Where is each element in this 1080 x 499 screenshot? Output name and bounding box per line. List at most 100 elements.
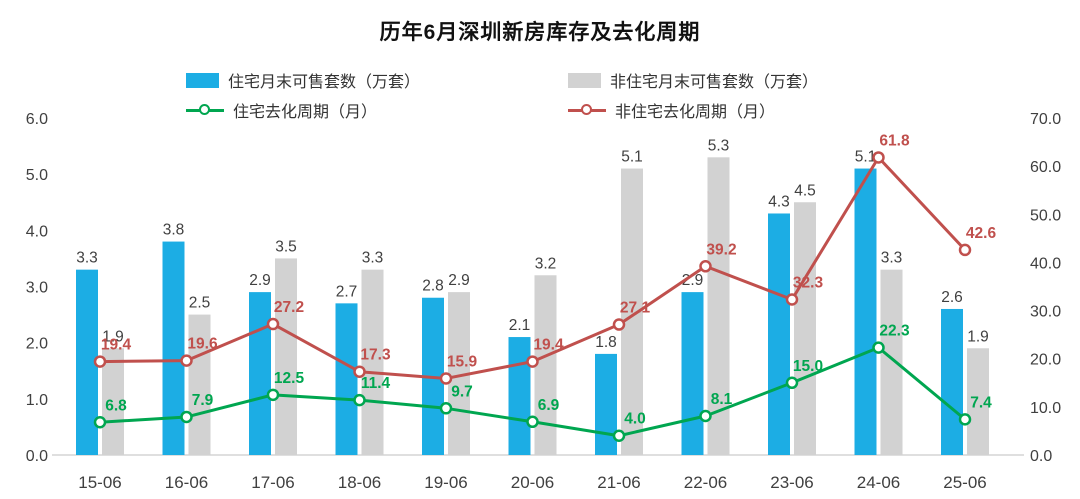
x-axis-category-label: 24-06	[857, 473, 900, 492]
nonresidential-cycle-swatch-icon	[568, 103, 606, 117]
line-marker-icon	[526, 415, 539, 429]
line-value-label: 8.1	[711, 391, 733, 408]
bar-value-label: 2.5	[189, 295, 211, 312]
bar	[76, 269, 98, 455]
right-axis-tick: 10.0	[1030, 400, 1061, 417]
line-value-label: 61.8	[879, 132, 910, 149]
right-axis-tick: 40.0	[1030, 255, 1061, 272]
line-marker-icon	[93, 355, 107, 368]
bar-value-label: 1.9	[967, 328, 989, 345]
line-value-label: 27.1	[620, 300, 651, 317]
right-axis-tick: 70.0	[1030, 111, 1061, 128]
bar-value-label: 3.3	[76, 250, 98, 267]
line-value-label: 32.3	[793, 274, 824, 291]
left-axis-tick: 2.0	[26, 336, 48, 353]
bar	[534, 275, 557, 455]
bar	[249, 292, 271, 455]
bar-value-label: 5.3	[708, 137, 730, 154]
line-value-label: 15.9	[447, 353, 478, 370]
x-axis-category-label: 22-06	[684, 473, 727, 492]
line-value-label: 11.4	[361, 375, 391, 392]
line-value-label: 15.0	[793, 358, 823, 375]
legend-item-nonresidential-cycle: 非住宅去化周期（月）	[568, 98, 775, 122]
bar	[508, 337, 531, 455]
line-value-label: 19.4	[533, 337, 564, 354]
bar	[707, 157, 730, 456]
residential-stock-swatch-icon	[186, 72, 219, 88]
line-marker-icon	[699, 409, 712, 423]
bar-value-label: 3.3	[881, 250, 903, 267]
bar-value-label: 2.9	[682, 272, 704, 289]
bar	[967, 348, 989, 455]
line-marker-icon	[785, 376, 799, 390]
line-marker-icon	[958, 413, 972, 426]
x-axis-category-label: 21-06	[597, 473, 640, 492]
bar	[102, 348, 124, 455]
bar	[768, 213, 790, 455]
line-marker-icon	[612, 318, 626, 331]
right-axis-tick: 50.0	[1030, 207, 1061, 224]
line-value-label: 17.3	[360, 347, 391, 364]
left-axis-tick: 0.0	[26, 448, 48, 465]
bar-value-label: 2.9	[448, 272, 470, 289]
bar	[275, 258, 297, 455]
line-marker-icon	[93, 416, 107, 429]
bar	[880, 269, 903, 455]
bar-value-label: 3.5	[275, 238, 297, 255]
bar-value-label: 5.1	[855, 149, 877, 166]
bar-value-label: 3.2	[535, 255, 557, 272]
bar-value-label: 2.7	[336, 283, 358, 300]
line-marker-icon	[612, 429, 626, 442]
chart-title: 历年6月深圳新房库存及去化周期	[379, 21, 701, 44]
legend-label-residential-cycle: 住宅去化周期（月）	[233, 104, 378, 121]
line-value-label: 39.2	[706, 241, 736, 258]
line-value-label: 42.6	[966, 225, 997, 242]
line-marker-icon	[266, 317, 280, 331]
line-value-label: 7.4	[970, 394, 992, 411]
line-value-label: 19.6	[187, 336, 218, 353]
bar-value-label: 3.8	[163, 222, 185, 239]
line-value-label: 12.5	[274, 370, 305, 387]
line-value-label: 9.7	[451, 383, 473, 400]
legend-label-residential-stock: 住宅月末可售套数（万套）	[228, 74, 421, 91]
line-value-label: 4.0	[624, 411, 646, 428]
line-marker-icon	[353, 365, 366, 378]
bar-value-label: 5.1	[621, 149, 643, 166]
left-axis-tick: 4.0	[26, 223, 48, 240]
line-marker-icon	[526, 355, 539, 368]
bar-value-label: 1.8	[595, 334, 617, 351]
left-axis-tick: 6.0	[26, 111, 48, 128]
residential-cycle-swatch-icon	[186, 103, 224, 117]
legend-label-nonresidential-stock: 非住宅月末可售套数（万套）	[610, 74, 819, 91]
line-value-label: 27.2	[274, 299, 304, 316]
right-axis-tick: 20.0	[1030, 352, 1061, 369]
bar	[681, 292, 704, 455]
bar	[941, 308, 963, 455]
x-axis-category-label: 15-06	[78, 473, 121, 492]
nonresidential-stock-swatch-icon	[568, 72, 601, 88]
bar	[361, 269, 384, 455]
bar-value-label: 1.9	[102, 328, 124, 345]
line-marker-icon	[439, 372, 453, 385]
right-axis-tick: 0.0	[1030, 448, 1052, 465]
line-value-label: 7.9	[192, 392, 214, 409]
line-marker-icon	[785, 293, 799, 306]
line-marker-icon	[180, 410, 193, 424]
bar	[335, 303, 358, 455]
x-axis-category-label: 17-06	[251, 473, 294, 492]
bar	[188, 314, 211, 455]
bar	[162, 241, 185, 455]
bar-value-label: 2.6	[941, 289, 963, 306]
x-axis-category-label: 25-06	[943, 473, 986, 492]
line-value-label: 6.8	[105, 397, 127, 414]
bar	[595, 353, 617, 455]
bar-value-label: 4.5	[794, 182, 816, 199]
bar-value-label: 4.3	[768, 193, 790, 210]
line-value-label: 6.9	[538, 397, 560, 414]
bar-value-label: 2.9	[249, 272, 271, 289]
bar	[854, 168, 877, 456]
line-marker-icon	[353, 393, 366, 407]
line-marker-icon	[180, 354, 193, 367]
bar-value-label: 3.3	[362, 250, 384, 267]
bar-value-label: 2.8	[422, 278, 444, 295]
